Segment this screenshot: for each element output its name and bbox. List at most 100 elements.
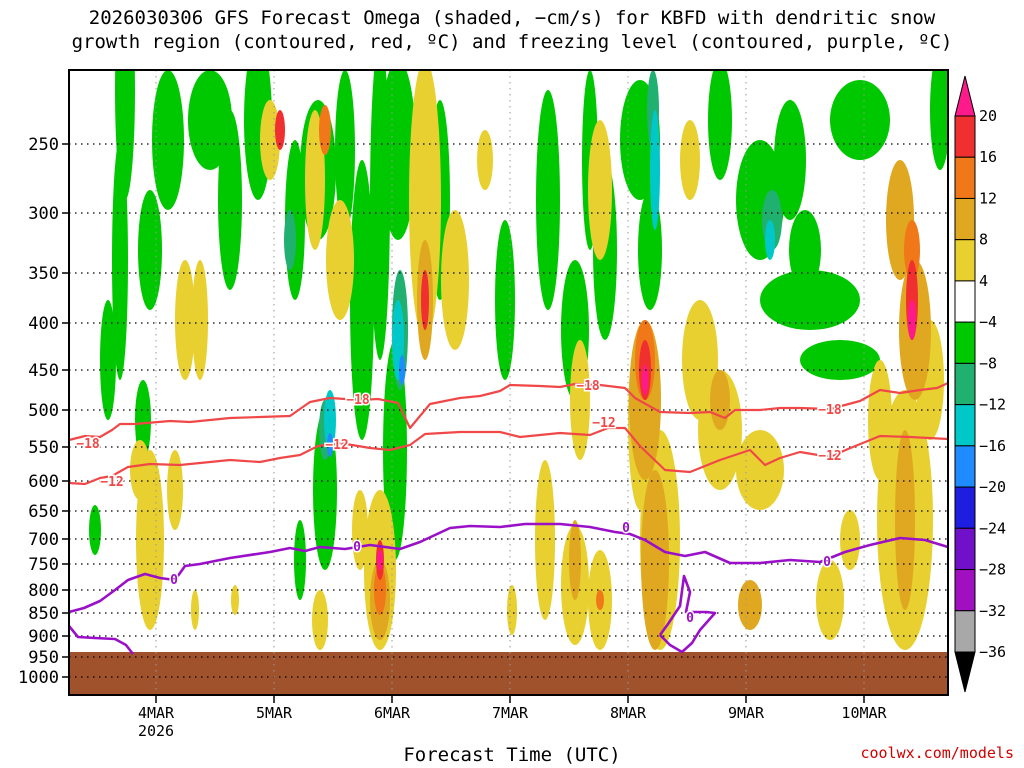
colorbar-bin-3	[954, 239, 976, 282]
omega-patch-82	[710, 370, 730, 430]
colorbar-label-4: 4	[979, 272, 988, 290]
omega-patch-93	[596, 590, 604, 610]
omega-patch-99	[908, 300, 916, 340]
x-tick-label-2: 6MAR	[374, 704, 411, 722]
x-tick-label-5: 9MAR	[728, 704, 765, 722]
omega-patch-50	[326, 200, 354, 320]
omega-patch-22	[708, 70, 732, 180]
omega-patch-1	[112, 140, 128, 380]
omega-patch-98	[275, 110, 285, 150]
omega-patch-53	[477, 130, 493, 190]
y-tick-label-800: 800	[28, 581, 59, 601]
omega-patch-27	[800, 340, 880, 380]
contour-label-minus12-b: −12	[325, 438, 348, 453]
y-tick-label-350: 350	[28, 264, 59, 284]
y-tick-label-250: 250	[28, 135, 59, 155]
y-tick-label-1000: 1000	[18, 668, 59, 688]
colorbar: 20 16 12 8 4 −4 −8 −12 −16 −20 −24 −28 −32 −36	[954, 75, 1006, 693]
omega-patch-34	[135, 380, 151, 460]
omega-patch-101	[377, 550, 383, 570]
omega-patch-3	[138, 190, 162, 310]
y-tick-label-700: 700	[28, 530, 59, 550]
contour-label-minus18-b: −18	[346, 393, 370, 408]
omega-patch-54	[588, 120, 612, 260]
y-tick-label-450: 450	[28, 361, 59, 381]
omega-patch-2	[152, 70, 184, 210]
colorbar-top-arrow	[954, 75, 976, 117]
omega-patch-70	[840, 510, 860, 570]
omega-patch-24	[774, 100, 806, 220]
colorbar-bin-1	[954, 156, 976, 199]
colorbar-label-5: −4	[979, 313, 997, 331]
omega-patch-100	[642, 365, 648, 395]
colorbar-label-2: 12	[979, 189, 997, 207]
freezing-level-contour	[68, 522, 949, 614]
y-tick-label-850: 850	[28, 604, 59, 624]
y-tick-label-500: 500	[28, 401, 59, 421]
omega-patch-85	[895, 430, 915, 610]
x-axis-label: Forecast Time (UTC)	[403, 744, 621, 766]
title-line-2: growth region (contoured, red, ºC) and f…	[71, 31, 953, 53]
colorbar-label-8: −16	[979, 437, 1006, 455]
x-tick-label-4: 8MAR	[610, 704, 647, 722]
omega-patch-32	[89, 505, 101, 555]
omega-patch-41	[324, 390, 336, 450]
colorbar-label-1: 16	[979, 148, 997, 166]
colorbar-label-10: −24	[979, 519, 1006, 537]
colorbar-label-13: −36	[979, 643, 1006, 661]
omega-patch-47	[192, 260, 208, 380]
omega-patch-73	[130, 440, 150, 500]
omega-patch-48	[260, 100, 280, 180]
colorbar-bin-4	[954, 280, 976, 323]
omega-patch-91	[374, 565, 386, 615]
colorbar-bin-12	[954, 610, 976, 653]
contour-label-zero-e: 0	[823, 555, 831, 570]
omega-patch-12	[380, 70, 416, 240]
credit-link[interactable]: coolwx.com/models	[860, 744, 1014, 762]
x-tick-label-3: 7MAR	[492, 704, 529, 722]
omega-patch-25	[789, 210, 821, 290]
colorbar-bin-5	[954, 321, 976, 364]
chart-title: 2026030306 GFS Forecast Omega (shaded, −…	[0, 6, 1024, 54]
omega-patch-78	[191, 590, 199, 630]
contour-label-minus12-a: −12	[100, 475, 123, 490]
contour-label-zero-c: 0	[622, 521, 630, 536]
omega-patch-59	[507, 585, 517, 635]
y-tick-label-900: 900	[28, 627, 59, 647]
contour-label-minus18-a: −18	[76, 437, 100, 452]
contour-label-minus18-c: −18	[576, 379, 600, 394]
omega-patch-97	[421, 270, 429, 330]
freezing-level-lower-contour	[67, 625, 135, 655]
dendritic-minus18-contour	[68, 381, 949, 442]
omega-patch-56	[535, 460, 555, 620]
omega-patch-35	[284, 210, 296, 270]
omega-patch-76	[312, 590, 328, 650]
x-tick-label-1: 5MAR	[256, 704, 293, 722]
title-line-1: 2026030306 GFS Forecast Omega (shaded, −…	[88, 7, 936, 29]
x-tick-sublabel-0: 2026	[138, 722, 174, 740]
omega-patch-55	[570, 340, 590, 460]
x-tick-label-6: 10MAR	[841, 704, 887, 722]
omega-patch-64	[736, 430, 784, 510]
y-tick-label-650: 650	[28, 502, 59, 522]
y-axis: 250 300 350 400 450 500 550 600 650 700 750 800 850 9…	[18, 135, 69, 688]
omega-patch-81	[641, 470, 669, 650]
colorbar-label-11: −28	[979, 561, 1006, 579]
contour-label-zero-b: 0	[353, 540, 361, 555]
omega-patch-86	[738, 580, 762, 630]
omega-patch-42	[650, 110, 660, 230]
omega-patch-65	[680, 120, 700, 200]
colorbar-label-0: 20	[979, 107, 997, 125]
freezing-level-loop-contour	[658, 574, 717, 654]
omega-patch-52	[441, 210, 469, 350]
omega-patch-77	[231, 585, 239, 615]
omega-patch-43	[765, 220, 775, 260]
colorbar-bin-10	[954, 527, 976, 571]
colorbar-bin-7	[954, 404, 976, 447]
contour-label-zero-a: 0	[170, 573, 178, 588]
omega-patch-31	[294, 520, 306, 600]
contour-label-zero-d: 0	[686, 611, 694, 626]
y-tick-label-300: 300	[28, 204, 59, 224]
contour-lines: −18 −18 −18 −18 −12 −12 −12 −12 0 0 0 0 0	[67, 378, 949, 655]
